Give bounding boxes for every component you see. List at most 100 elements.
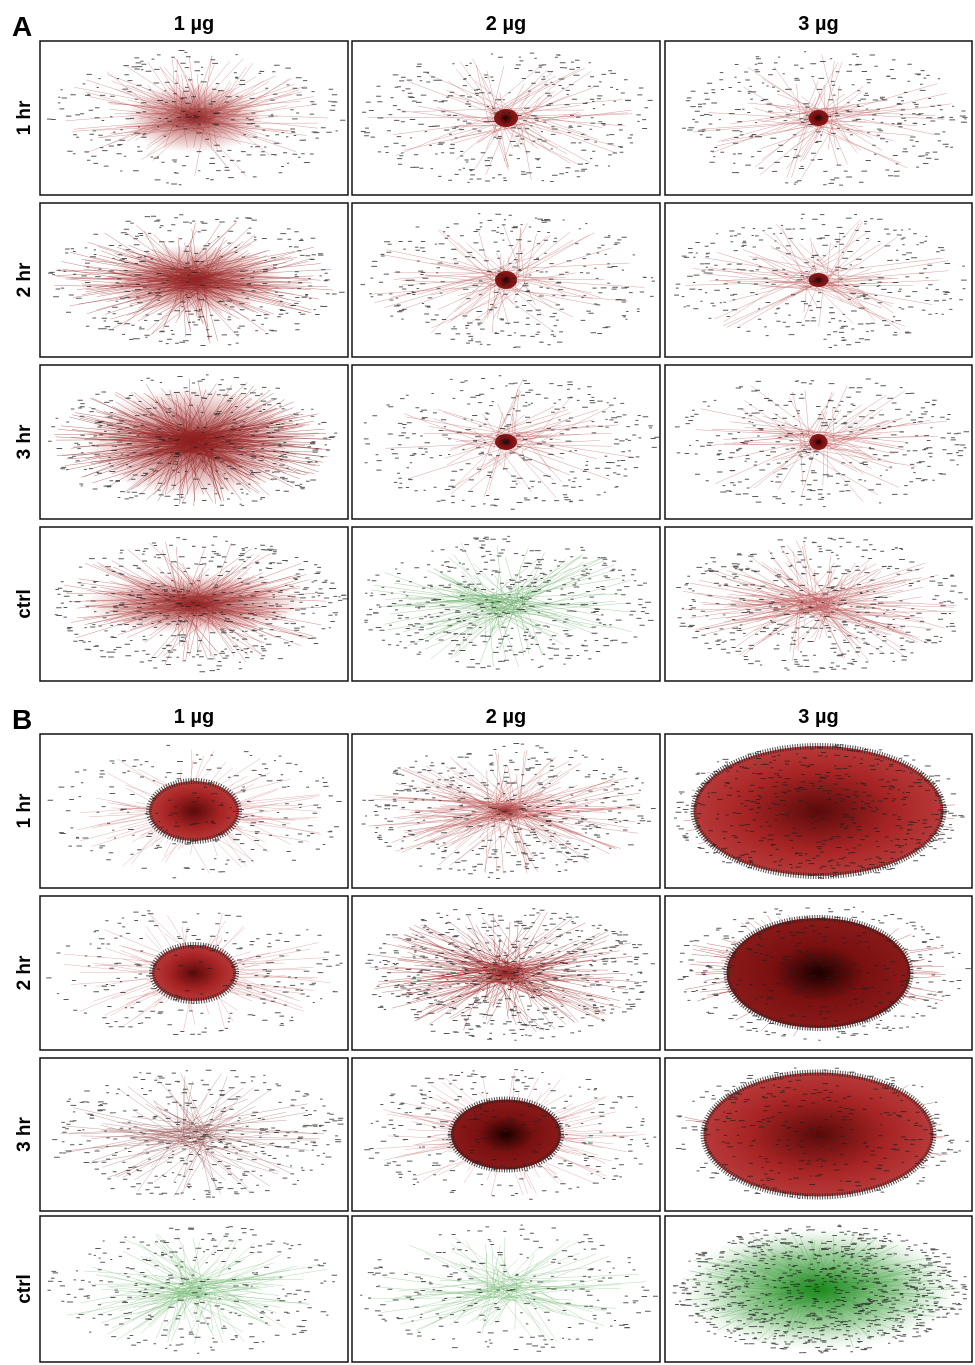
- network-image: [39, 1215, 349, 1363]
- network-nodes: [361, 743, 656, 879]
- network-nodes: [47, 744, 342, 879]
- cell-frame: [664, 895, 973, 1051]
- network-nodes: [675, 378, 969, 508]
- cell-frame: [351, 733, 661, 889]
- network-nodes: [674, 213, 967, 348]
- cell-frame: [351, 1057, 661, 1212]
- row-label: 2 hr: [14, 955, 35, 990]
- cell-frame: [664, 202, 973, 358]
- network-edges: [695, 385, 947, 502]
- row-label: 1 hr: [14, 793, 35, 828]
- row-label: 3 hr: [14, 1116, 35, 1151]
- network-image: [664, 202, 973, 358]
- network-nodes: [46, 910, 343, 1035]
- network-hub: [448, 1096, 564, 1173]
- network-hub: [124, 83, 264, 153]
- network-image: [664, 895, 973, 1051]
- network-edges: [371, 542, 632, 668]
- network-image: [664, 364, 973, 520]
- network-nodes: [365, 908, 655, 1041]
- network-image: [664, 733, 973, 889]
- cell-frame: [664, 733, 973, 889]
- column-header: 3 µg: [798, 13, 838, 35]
- network-nodes: [47, 1226, 337, 1354]
- cell-frame: [664, 1057, 973, 1212]
- network-image: [351, 895, 661, 1051]
- row-label: ctrl: [14, 1274, 35, 1304]
- network-edges: [367, 1236, 647, 1343]
- row-label: ctrl: [14, 589, 35, 619]
- cell-frame: [39, 1215, 349, 1363]
- network-nodes: [47, 50, 346, 186]
- network-image: [39, 40, 349, 196]
- panel-label: B: [12, 704, 32, 735]
- network-nodes: [672, 1224, 968, 1354]
- network-nodes: [360, 52, 653, 183]
- cell-frame: [351, 364, 661, 520]
- network-nodes: [675, 1067, 969, 1199]
- network-image: [664, 1215, 973, 1363]
- network-hub: [104, 245, 284, 315]
- network-image: [351, 733, 661, 889]
- network-image: [39, 895, 349, 1051]
- network-hub: [723, 915, 914, 1031]
- network-hub: [809, 434, 828, 450]
- cell-frame: [39, 1057, 349, 1212]
- cell-frame: [664, 364, 973, 520]
- network-image: [39, 1057, 349, 1212]
- network-image: [351, 40, 661, 196]
- network-nodes: [48, 214, 345, 346]
- cell-frame: [351, 895, 661, 1051]
- network-image: [664, 1057, 973, 1212]
- network-edges: [60, 1073, 325, 1197]
- network-image: [351, 202, 661, 358]
- cell-frame: [664, 1215, 973, 1363]
- network-nodes: [364, 1069, 657, 1200]
- network-image: [39, 202, 349, 358]
- network-image: [664, 526, 973, 682]
- network-nodes: [364, 535, 654, 670]
- cell-frame: [664, 526, 973, 682]
- cell-frame: [351, 202, 661, 358]
- network-image: [351, 1057, 661, 1212]
- network-nodes: [676, 537, 968, 673]
- network-hub: [481, 961, 531, 985]
- network-nodes: [360, 1224, 658, 1352]
- column-header: 2 µg: [486, 13, 526, 35]
- network-hub: [494, 109, 518, 127]
- network-edges: [66, 1233, 328, 1344]
- cell-frame: [39, 40, 349, 196]
- cell-frame: [351, 40, 661, 196]
- network-image: [664, 40, 973, 196]
- network-hub: [700, 1069, 937, 1200]
- row-label: 1 hr: [14, 100, 35, 135]
- row-label: 2 hr: [14, 262, 35, 297]
- column-header: 1 µg: [174, 706, 214, 728]
- network-image: [39, 733, 349, 889]
- network-hub: [690, 743, 947, 879]
- network-edges: [385, 378, 634, 499]
- network-nodes: [48, 374, 338, 507]
- cell-frame: [39, 202, 349, 358]
- cell-frame: [39, 733, 349, 889]
- network-edges: [367, 58, 633, 180]
- network-nodes: [360, 213, 655, 348]
- network-nodes: [682, 51, 968, 186]
- column-header: 2 µg: [486, 706, 526, 728]
- network-image: [351, 364, 661, 520]
- column-header: 1 µg: [174, 13, 214, 35]
- network-nodes: [54, 536, 348, 673]
- network-hub: [84, 387, 304, 497]
- network-image: [39, 526, 349, 682]
- network-nodes: [52, 1069, 344, 1200]
- network-image: [351, 526, 661, 682]
- network-hub: [808, 273, 829, 287]
- cell-frame: [664, 40, 973, 196]
- network-nodes: [363, 375, 660, 510]
- network-image: [39, 364, 349, 520]
- column-header: 3 µg: [798, 706, 838, 728]
- cell-frame: [39, 895, 349, 1051]
- network-edges: [693, 54, 952, 180]
- network-hub: [486, 801, 526, 821]
